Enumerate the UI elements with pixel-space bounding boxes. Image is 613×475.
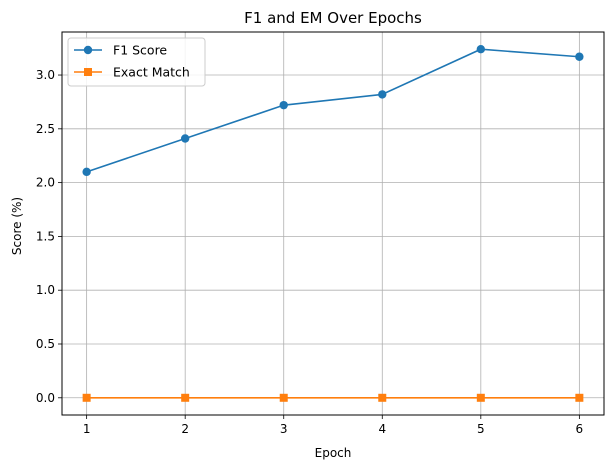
x-tick-label: 4: [378, 422, 386, 436]
legend-box: [67, 37, 206, 87]
y-tick-label: 2.0: [36, 176, 55, 190]
y-tick-label: 1.5: [36, 229, 55, 243]
plot-frame: [61, 31, 605, 416]
grid-lines: [62, 32, 604, 415]
data-point-marker: [476, 45, 486, 54]
y-tick-label: 0.5: [36, 337, 55, 351]
legend-item: Exact Match: [74, 65, 190, 80]
data-point-marker: [575, 393, 584, 402]
series-exact-match: [82, 393, 584, 402]
legend-item: F1 Score: [74, 43, 167, 58]
legend: F1 Score Exact Match: [67, 37, 206, 87]
axis-ticks: 1 2 3 4 5 6 0.0 0.5 1.0 1.5 2.0 2.5 3.0: [36, 68, 583, 436]
legend-marker: [84, 68, 92, 76]
y-tick-label: 2.5: [36, 122, 55, 136]
series-line: [86, 48, 580, 173]
data-point-marker: [476, 393, 485, 402]
y-tick-label: 3.0: [36, 68, 55, 82]
x-axis-label: Epoch: [315, 446, 352, 460]
legend-label: Exact Match: [113, 65, 190, 80]
data-point-marker: [82, 167, 91, 177]
y-tick-label: 1.0: [36, 283, 55, 297]
y-axis-label: Score (%): [10, 197, 24, 255]
series-f1-score: [82, 45, 584, 177]
data-point-marker: [181, 393, 190, 402]
chart-title: F1 and EM Over Epochs: [244, 9, 422, 27]
x-tick-label: 1: [83, 422, 91, 436]
x-tick-label: 2: [181, 422, 189, 436]
data-point-marker: [575, 52, 584, 61]
data-point-marker: [378, 393, 387, 402]
x-tick-label: 3: [280, 422, 288, 436]
data-point-marker: [279, 393, 288, 402]
data-point-marker: [180, 134, 190, 143]
legend-label: F1 Score: [113, 43, 167, 58]
x-tick-label: 6: [576, 422, 584, 436]
x-tick-label: 5: [477, 422, 485, 436]
data-point-marker: [378, 90, 387, 99]
y-tick-label: 0.0: [36, 391, 55, 405]
data-point-marker: [82, 393, 91, 402]
data-point-marker: [279, 100, 288, 110]
legend-marker: [83, 45, 93, 55]
series-lines: [82, 45, 584, 402]
